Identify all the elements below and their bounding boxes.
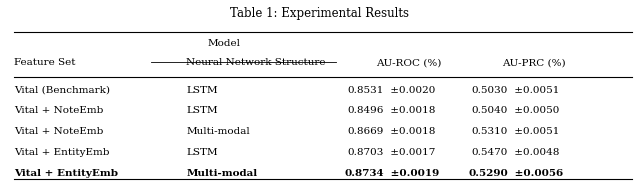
Text: LSTM: LSTM <box>186 148 218 157</box>
Text: Vital + NoteEmb: Vital + NoteEmb <box>14 107 104 116</box>
Text: ±0.0051: ±0.0051 <box>511 86 559 95</box>
Text: 0.8703: 0.8703 <box>348 148 384 157</box>
Text: 0.5310: 0.5310 <box>472 127 508 136</box>
Text: 0.8669: 0.8669 <box>348 127 384 136</box>
Text: Neural Network Structure: Neural Network Structure <box>186 59 326 68</box>
Text: AU-PRC (%): AU-PRC (%) <box>502 59 565 68</box>
Text: 0.8734: 0.8734 <box>344 169 384 178</box>
Text: ±0.0019: ±0.0019 <box>387 169 439 178</box>
Text: 0.8531: 0.8531 <box>348 86 384 95</box>
Text: Table 1: Experimental Results: Table 1: Experimental Results <box>230 7 410 20</box>
Text: 0.5030: 0.5030 <box>472 86 508 95</box>
Text: AU-ROC (%): AU-ROC (%) <box>376 59 442 68</box>
Text: ±0.0018: ±0.0018 <box>387 107 435 116</box>
Text: ±0.0056: ±0.0056 <box>511 169 563 178</box>
Text: Vital + NoteEmb: Vital + NoteEmb <box>14 127 104 136</box>
Text: Vital + EntityEmb: Vital + EntityEmb <box>14 169 118 178</box>
Text: ±0.0048: ±0.0048 <box>511 148 559 157</box>
Text: Multi-modal: Multi-modal <box>186 169 257 178</box>
Text: 0.5470: 0.5470 <box>472 148 508 157</box>
Text: ±0.0051: ±0.0051 <box>511 127 559 136</box>
Text: Feature Set: Feature Set <box>14 59 76 68</box>
Text: ±0.0050: ±0.0050 <box>511 107 559 116</box>
Text: Vital + EntityEmb: Vital + EntityEmb <box>14 148 109 157</box>
Text: 0.5040: 0.5040 <box>472 107 508 116</box>
Text: ±0.0017: ±0.0017 <box>387 148 435 157</box>
Text: Model: Model <box>208 39 241 48</box>
Text: Vital (Benchmark): Vital (Benchmark) <box>14 86 110 95</box>
Text: Multi-modal: Multi-modal <box>186 127 250 136</box>
Text: ±0.0018: ±0.0018 <box>387 127 435 136</box>
Text: ±0.0020: ±0.0020 <box>387 86 435 95</box>
Text: LSTM: LSTM <box>186 107 218 116</box>
Text: 0.5290: 0.5290 <box>468 169 508 178</box>
Text: LSTM: LSTM <box>186 86 218 95</box>
Text: 0.8496: 0.8496 <box>348 107 384 116</box>
